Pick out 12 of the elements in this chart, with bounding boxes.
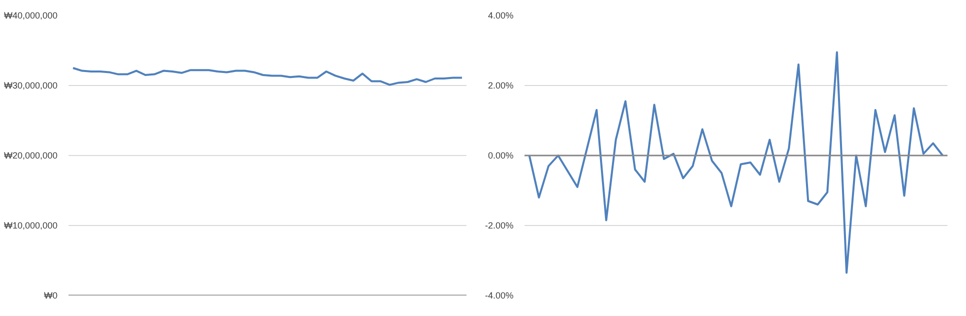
y-tick-label: ₩0 bbox=[44, 290, 58, 300]
y-tick-label: ₩40,000,000 bbox=[4, 10, 58, 20]
y-tick-label: -4.00% bbox=[484, 290, 514, 300]
line-series bbox=[72, 67, 463, 86]
y-tick-label: ₩20,000,000 bbox=[4, 150, 58, 160]
y-tick-label: -2.00% bbox=[484, 220, 514, 230]
y-tick-label: 2.00% bbox=[488, 80, 514, 90]
y-tick-label: ₩10,000,000 bbox=[4, 220, 58, 230]
y-tick-label: ₩30,000,000 bbox=[4, 80, 58, 90]
line-series bbox=[528, 51, 944, 274]
y-tick-label: 0.00% bbox=[488, 150, 514, 160]
y-tick-label: 4.00% bbox=[488, 10, 514, 20]
